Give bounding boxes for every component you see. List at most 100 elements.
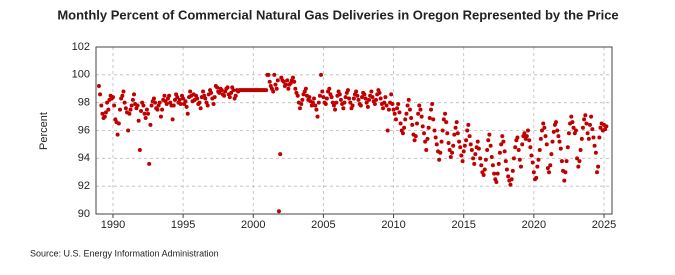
point xyxy=(381,106,386,111)
point xyxy=(393,117,398,122)
point xyxy=(535,164,540,169)
point xyxy=(406,97,411,102)
point xyxy=(497,150,502,155)
y-tick-label: 94 xyxy=(78,152,90,164)
point xyxy=(116,121,121,126)
point xyxy=(348,100,353,105)
point xyxy=(132,92,137,97)
x-tick-label: 2000 xyxy=(241,219,265,231)
point xyxy=(222,93,227,98)
point xyxy=(586,136,591,141)
point xyxy=(175,95,180,100)
x-tick-label: 1995 xyxy=(171,219,195,231)
point xyxy=(458,145,463,150)
point xyxy=(562,178,567,183)
point xyxy=(121,89,126,94)
point xyxy=(589,114,594,119)
point xyxy=(425,136,430,141)
point xyxy=(539,128,544,133)
point xyxy=(407,107,412,112)
point xyxy=(537,147,542,152)
point xyxy=(185,111,190,116)
point xyxy=(511,156,516,161)
point xyxy=(482,167,487,172)
point xyxy=(148,122,153,127)
point xyxy=(594,170,599,175)
point xyxy=(440,128,445,133)
point xyxy=(205,103,210,108)
point xyxy=(285,78,290,83)
point xyxy=(409,115,414,120)
point xyxy=(98,92,103,97)
point xyxy=(201,89,206,94)
point xyxy=(363,96,368,101)
point xyxy=(495,171,500,176)
point xyxy=(542,125,547,130)
point xyxy=(504,167,509,172)
y-tick-label: 102 xyxy=(72,41,90,53)
point xyxy=(509,177,514,182)
point xyxy=(386,107,391,112)
point xyxy=(103,110,108,115)
point xyxy=(604,124,609,129)
point xyxy=(481,173,486,178)
point xyxy=(364,100,369,105)
point xyxy=(548,163,553,168)
point xyxy=(551,129,556,134)
point xyxy=(420,124,425,129)
point xyxy=(397,110,402,115)
point xyxy=(384,103,389,108)
point xyxy=(503,159,508,164)
point xyxy=(319,72,324,77)
point xyxy=(506,174,511,179)
point xyxy=(596,164,601,169)
point xyxy=(99,103,104,108)
point xyxy=(569,114,574,119)
point xyxy=(170,117,175,122)
point xyxy=(137,147,142,152)
point xyxy=(522,131,527,136)
point xyxy=(297,106,302,111)
point xyxy=(106,107,111,112)
y-tick-label: 90 xyxy=(78,208,90,220)
point xyxy=(469,147,474,152)
point xyxy=(448,154,453,159)
point xyxy=(188,89,193,94)
point xyxy=(566,131,571,136)
point xyxy=(345,88,350,93)
point xyxy=(136,118,141,123)
point xyxy=(198,106,203,111)
point xyxy=(273,82,278,87)
point xyxy=(404,111,409,116)
point xyxy=(527,138,532,143)
point xyxy=(465,128,470,133)
point xyxy=(556,134,561,139)
point xyxy=(378,96,383,101)
point xyxy=(446,141,451,146)
point xyxy=(354,89,359,94)
point xyxy=(310,100,315,105)
point xyxy=(405,103,410,108)
point xyxy=(146,111,151,116)
y-tick-label: 92 xyxy=(78,180,90,192)
point xyxy=(473,152,478,157)
point xyxy=(347,96,352,101)
plot-border xyxy=(95,46,613,215)
point xyxy=(488,143,493,148)
point xyxy=(464,138,469,143)
point xyxy=(233,93,238,98)
point xyxy=(197,100,202,105)
x-tick-label: 2015 xyxy=(451,219,475,231)
point xyxy=(143,115,148,120)
point xyxy=(359,95,364,100)
point xyxy=(468,142,473,147)
point xyxy=(313,103,318,108)
point xyxy=(427,115,432,120)
point xyxy=(439,139,444,144)
x-tick-label: 1990 xyxy=(101,219,125,231)
point xyxy=(229,90,234,95)
point xyxy=(209,90,214,95)
point xyxy=(490,163,495,168)
y-tick-label: 96 xyxy=(78,124,90,136)
